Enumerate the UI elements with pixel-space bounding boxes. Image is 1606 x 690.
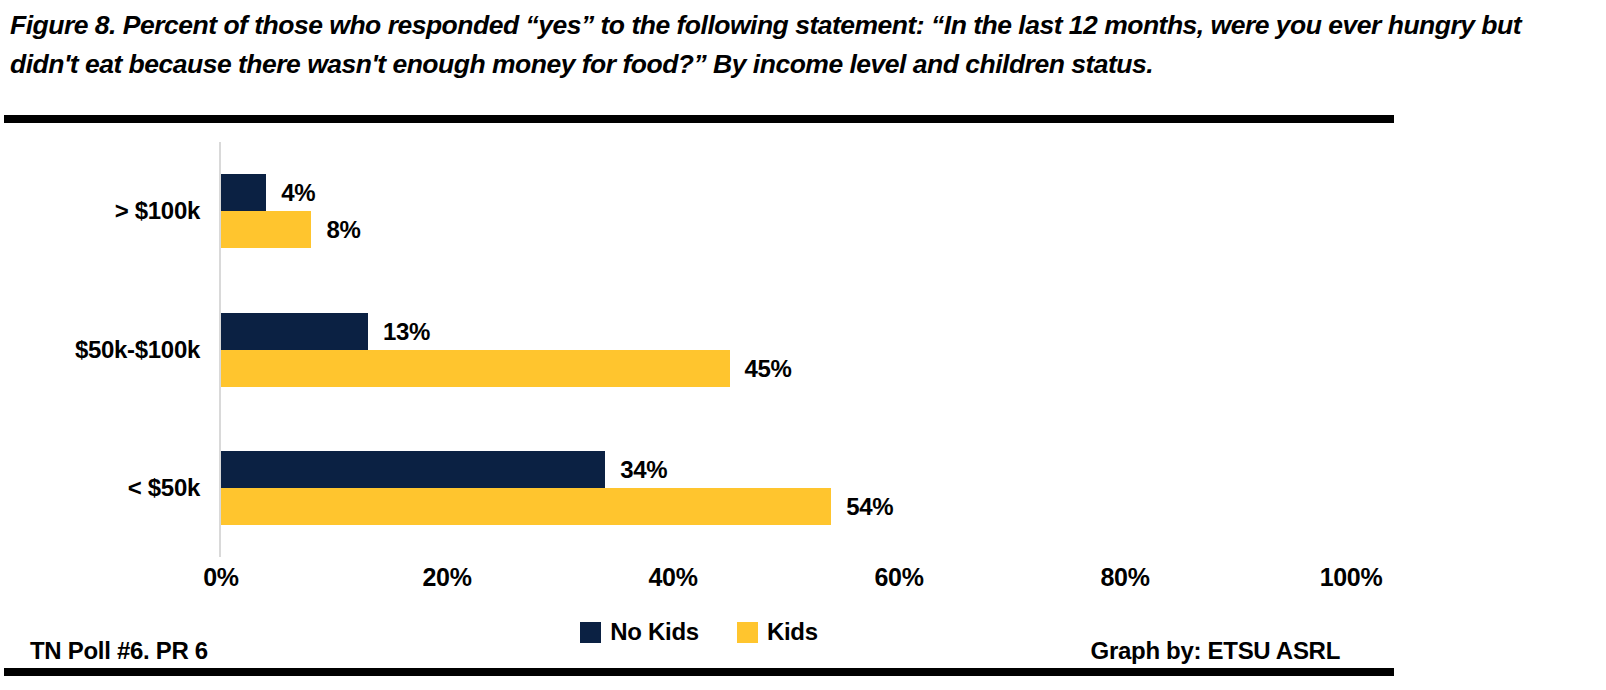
- bar-kids: [221, 350, 730, 387]
- bar-kids: [221, 488, 831, 525]
- category-label: $50k-$100k: [0, 313, 200, 387]
- legend-swatch-icon: [580, 622, 601, 643]
- legend-swatch-icon: [737, 622, 758, 643]
- category-label: > $100k: [0, 174, 200, 248]
- footer-credit-label: Graph by: ETSU ASRL: [1091, 637, 1340, 665]
- x-axis-tick-label: 80%: [1100, 563, 1149, 592]
- bar-no-kids: [221, 174, 266, 211]
- value-label: 13%: [383, 313, 430, 350]
- value-label: 4%: [281, 174, 315, 211]
- bar-no-kids: [221, 313, 368, 350]
- x-axis-tick-label: 40%: [648, 563, 697, 592]
- x-axis-tick-label: 60%: [874, 563, 923, 592]
- footer-source-label: TN Poll #6. PR 6: [30, 637, 208, 665]
- value-label: 8%: [326, 211, 360, 248]
- bar-chart: > $100k $50k-$100k < $50k 4% 8% 13% 45% 34% 54%…: [0, 0, 1606, 690]
- bottom-divider-rule: [4, 668, 1394, 676]
- value-label: 34%: [620, 451, 667, 488]
- legend-label: Kids: [767, 618, 818, 646]
- x-axis-tick-label: 20%: [422, 563, 471, 592]
- figure-page: Figure 8. Percent of those who responded…: [0, 0, 1606, 690]
- value-label: 45%: [745, 350, 792, 387]
- legend-item-kids: Kids: [737, 618, 818, 646]
- x-axis-tick-label: 100%: [1320, 563, 1383, 592]
- plot-area: 4%8%13%45%34%54%0%20%40%60%80%100%: [221, 0, 1351, 690]
- bar-kids: [221, 211, 311, 248]
- legend-label: No Kids: [610, 618, 699, 646]
- value-label: 54%: [846, 488, 893, 525]
- x-axis-tick-label: 0%: [203, 563, 239, 592]
- category-label: < $50k: [0, 451, 200, 525]
- legend-item-no-kids: No Kids: [580, 618, 699, 646]
- bar-no-kids: [221, 451, 605, 488]
